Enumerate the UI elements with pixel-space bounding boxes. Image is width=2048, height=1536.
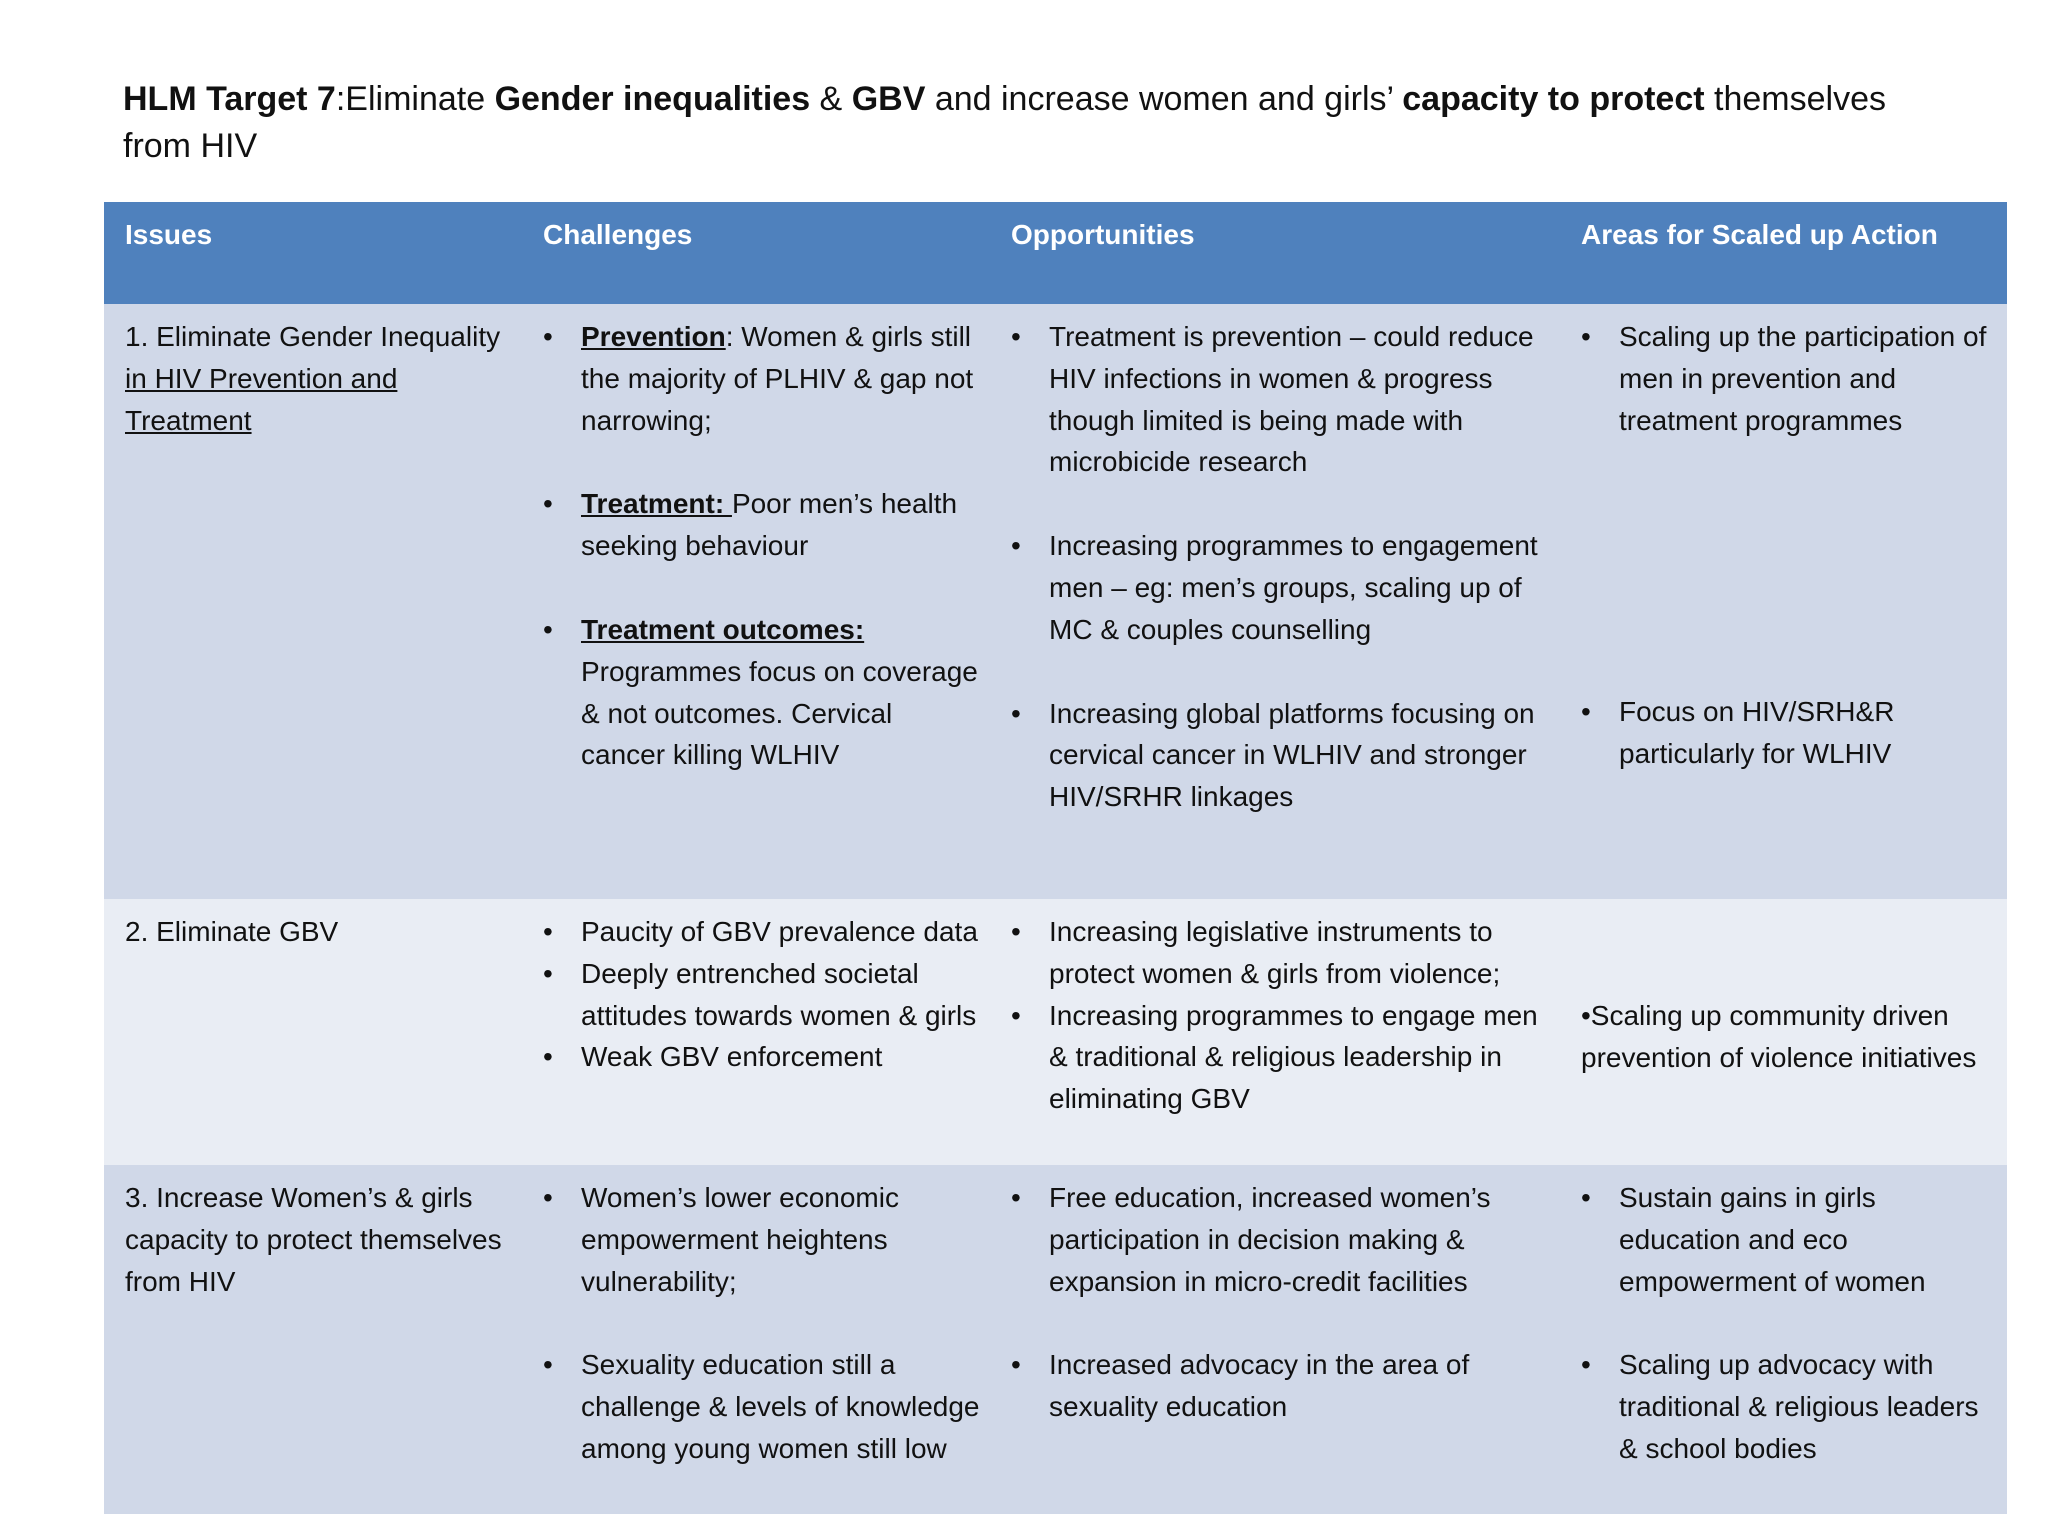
text-run: Weak GBV enforcement bbox=[581, 1041, 883, 1073]
bullet-item: Increased advocacy in the area of sexual… bbox=[1011, 1344, 1550, 1428]
text-run: Sexuality education still a challenge & … bbox=[581, 1349, 980, 1464]
text-run: capacity to protect bbox=[1402, 80, 1705, 118]
bullet-item: Increasing legislative instruments to pr… bbox=[1011, 911, 1550, 995]
text-run: Poor men’s health seeking behaviour bbox=[581, 488, 958, 562]
text-run: themselves from HIV bbox=[123, 80, 1886, 165]
table-row: 2. Eliminate GBV Paucity of GBV prevalenc… bbox=[104, 899, 2007, 1165]
text-run: Women’s lower economic empowerment heigh… bbox=[581, 1182, 899, 1297]
text-run: :Eliminate bbox=[335, 80, 495, 118]
bullet-item: Sustain gains in girls education and eco… bbox=[1581, 1177, 1997, 1302]
bullet-item: Treatment outcomes: Programmes focus on … bbox=[543, 609, 980, 776]
actions-cell: Sustain gains in girls education and eco… bbox=[1560, 1165, 2007, 1514]
text-run: •Scaling up community driven prevention … bbox=[1581, 1000, 1977, 1073]
opportunities-cell: Free education, increased women’s partic… bbox=[990, 1165, 1560, 1514]
text-run: Deeply entrenched societal attitudes tow… bbox=[581, 957, 977, 1031]
bullet-item: Free education, increased women’s partic… bbox=[1011, 1177, 1550, 1302]
text-run: 3. Increase Women’s & girls capacity to … bbox=[125, 1182, 502, 1297]
text-run: 1. Eliminate Gender Inequality bbox=[125, 321, 501, 352]
bullet-item: Paucity of GBV prevalence data bbox=[543, 911, 980, 953]
text-run: Increasing global platforms focusing on … bbox=[1049, 697, 1535, 813]
challenges-cell: Paucity of GBV prevalence data Deeply ent… bbox=[522, 899, 990, 1165]
text-run: Increased advocacy in the area of sexual… bbox=[1049, 1349, 1470, 1423]
opportunities-cell: Treatment is prevention – could reduce H… bbox=[990, 304, 1560, 899]
actions-cell: •Scaling up community driven prevention … bbox=[1560, 899, 2007, 1165]
cell-text: 3. Increase Women’s & girls capacity to … bbox=[125, 1177, 512, 1302]
bullet-item: Sexuality education still a challenge & … bbox=[543, 1344, 980, 1469]
bullet-item: Focus on HIV/SRH&R particularly for WLHI… bbox=[1581, 691, 1997, 775]
text-run: Prevention bbox=[581, 321, 726, 352]
table-header: Issues Challenges Opportunities Areas for S… bbox=[104, 202, 2007, 304]
bullet-item: Increasing global platforms focusing on … bbox=[1011, 693, 1550, 818]
text-run: Gender inequalities bbox=[494, 80, 811, 118]
text-run: Scaling up advocacy with traditional & r… bbox=[1619, 1349, 1979, 1464]
issues-cell: 2. Eliminate GBV bbox=[104, 899, 522, 1165]
bullet-item: Treatment: Poor men’s health seeking beh… bbox=[543, 483, 980, 567]
text-run: Increasing programmes to engage men & tr… bbox=[1049, 999, 1538, 1115]
table: Issues Challenges Opportunities Areas for S… bbox=[104, 202, 2007, 1514]
text-run: 2. Eliminate GBV bbox=[125, 916, 339, 947]
actions-cell: Scaling up the participation of men in p… bbox=[1560, 304, 2007, 899]
bullet-item: Scaling up the participation of men in p… bbox=[1581, 316, 1997, 441]
bullet-item: Women’s lower economic empowerment heigh… bbox=[543, 1177, 980, 1302]
text-run: Treatment outcomes: bbox=[581, 613, 865, 645]
bullet-item: Weak GBV enforcement bbox=[543, 1036, 980, 1078]
cell-text: •Scaling up community driven prevention … bbox=[1581, 995, 1997, 1079]
text-run: & bbox=[810, 80, 852, 118]
challenges-cell: Prevention: Women & girls still the majo… bbox=[522, 304, 990, 899]
bullet-item: Increasing programmes to engagement men … bbox=[1011, 525, 1550, 650]
bullet-item: Increasing programmes to engage men & tr… bbox=[1011, 995, 1550, 1120]
text-run: Sustain gains in girls education and eco… bbox=[1619, 1182, 1926, 1297]
text-run: : Women & girls still the majority of PL… bbox=[581, 321, 974, 436]
issues-cell: 3. Increase Women’s & girls capacity to … bbox=[104, 1165, 522, 1514]
column-header: Issues bbox=[104, 202, 522, 304]
text-run: Focus on HIV/SRH&R particularly for WLHI… bbox=[1619, 696, 1895, 770]
text-run: Treatment is prevention – could reduce H… bbox=[1049, 321, 1534, 478]
text-run: GBV bbox=[851, 80, 926, 118]
text-run: Scaling up the participation of men in p… bbox=[1619, 321, 1987, 436]
text-run: and increase women and girls’ bbox=[925, 80, 1403, 118]
title: HLM Target 7:Eliminate Gender inequaliti… bbox=[123, 76, 1943, 170]
bullet-item: Prevention: Women & girls still the majo… bbox=[543, 316, 980, 441]
bullet-item: Deeply entrenched societal attitudes tow… bbox=[543, 953, 980, 1037]
text-run: Increasing legislative instruments to pr… bbox=[1049, 916, 1501, 989]
table-row: 3. Increase Women’s & girls capacity to … bbox=[104, 1165, 2007, 1514]
bullet-item: Treatment is prevention – could reduce H… bbox=[1011, 316, 1550, 483]
column-header: Challenges bbox=[522, 202, 990, 304]
bullet-item: Scaling up advocacy with traditional & r… bbox=[1581, 1344, 1997, 1469]
issues-cell: 1. Eliminate Gender Inequality in HIV Pr… bbox=[104, 304, 522, 899]
text-run: Paucity of GBV prevalence data bbox=[581, 916, 978, 947]
opportunities-cell: Increasing legislative instruments to pr… bbox=[990, 899, 1560, 1165]
table-body: 1. Eliminate Gender Inequality in HIV Pr… bbox=[104, 304, 2007, 1514]
text-run: Treatment: bbox=[581, 488, 732, 520]
text-run: Increasing programmes to engagement men … bbox=[1049, 530, 1538, 645]
cell-text: 1. Eliminate Gender Inequality in HIV Pr… bbox=[125, 316, 512, 441]
column-header: Opportunities bbox=[990, 202, 1560, 304]
text-run: HLM Target 7 bbox=[123, 80, 336, 118]
column-header: Areas for Scaled up Action bbox=[1560, 202, 2007, 304]
text-run: Free education, increased women’s partic… bbox=[1049, 1182, 1491, 1297]
table-row: 1. Eliminate Gender Inequality in HIV Pr… bbox=[104, 304, 2007, 899]
header-row: Issues Challenges Opportunities Areas for S… bbox=[104, 202, 2007, 304]
text-run: in HIV Prevention and Treatment bbox=[125, 362, 398, 436]
text-run: Programmes focus on coverage & not outco… bbox=[581, 655, 978, 771]
challenges-cell: Women’s lower economic empowerment heigh… bbox=[522, 1165, 990, 1514]
cell-text: 2. Eliminate GBV bbox=[125, 911, 512, 953]
